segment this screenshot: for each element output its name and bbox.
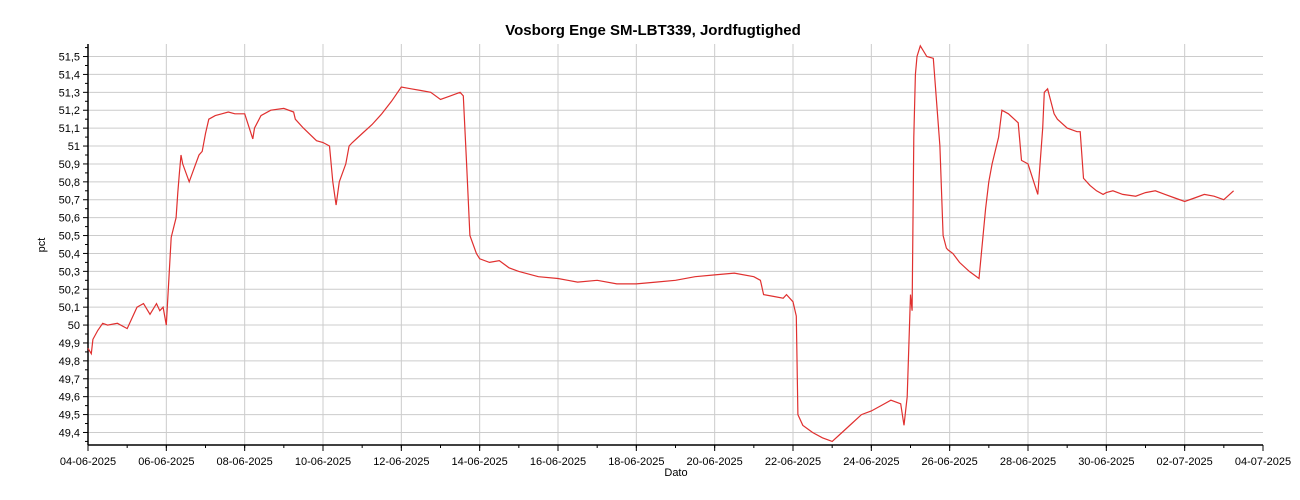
x-tick-label: 26-06-2025	[922, 456, 978, 468]
x-tick-label: 18-06-2025	[608, 456, 664, 468]
y-tick-label: 50	[68, 320, 80, 332]
y-tick-label: 51,5	[59, 52, 80, 64]
x-axis-label: Dato	[664, 467, 687, 479]
y-tick-label: 49,4	[59, 427, 80, 439]
y-tick-label: 50,9	[59, 159, 80, 171]
y-tick-label: 49,9	[59, 338, 80, 350]
x-tick-label: 10-06-2025	[295, 456, 351, 468]
y-tick-label: 49,7	[59, 374, 80, 386]
chart-title: Vosborg Enge SM-LBT339, Jordfugtighed	[505, 22, 801, 39]
x-tick-label: 08-06-2025	[217, 456, 273, 468]
x-tick-label: 02-07-2025	[1157, 456, 1213, 468]
x-tick-label: 16-06-2025	[530, 456, 586, 468]
y-tick-label: 50,5	[59, 231, 80, 243]
x-tick-label: 04-07-2025	[1235, 456, 1291, 468]
x-tick-label: 14-06-2025	[452, 456, 508, 468]
y-tick-label: 50,4	[59, 248, 80, 260]
y-tick-label: 51,4	[59, 69, 80, 81]
x-tick-label: 28-06-2025	[1000, 456, 1056, 468]
y-tick-label: 50,8	[59, 177, 80, 189]
x-tick-label: 12-06-2025	[373, 456, 429, 468]
y-tick-label: 51	[68, 141, 80, 153]
y-tick-label: 51,3	[59, 87, 80, 99]
y-tick-label: 50,3	[59, 266, 80, 278]
y-tick-label: 50,2	[59, 284, 80, 296]
y-tick-label: 49,8	[59, 356, 80, 368]
x-tick-label: 22-06-2025	[765, 456, 821, 468]
x-tick-label: 06-06-2025	[138, 456, 194, 468]
x-tick-label: 30-06-2025	[1078, 456, 1134, 468]
y-axis-ticks: 49,4 49,5 49,6 49,7 49,8 49,9 50 50,1 50,2 50,3 50…	[59, 47, 88, 442]
y-tick-label: 51,2	[59, 105, 80, 117]
y-tick-label: 49,6	[59, 392, 80, 404]
y-tick-label: 51,1	[59, 123, 80, 135]
y-axis-label: pct	[36, 238, 48, 253]
x-tick-label: 04-06-2025	[60, 456, 116, 468]
y-tick-label: 49,5	[59, 410, 80, 422]
x-tick-label: 20-06-2025	[687, 456, 743, 468]
y-tick-label: 50,6	[59, 213, 80, 225]
y-tick-label: 50,7	[59, 195, 80, 207]
x-tick-label: 24-06-2025	[843, 456, 899, 468]
grid-lines	[88, 44, 1263, 445]
x-axis-ticks: 04-06-2025 06-06-2025 08-06-2025 10-06-2025…	[60, 445, 1291, 468]
y-tick-label: 50,1	[59, 302, 80, 314]
soil-moisture-series-line	[87, 44, 1235, 443]
